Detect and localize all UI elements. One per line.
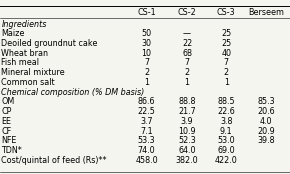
Text: Wheat bran: Wheat bran: [1, 49, 48, 58]
Text: 7: 7: [184, 58, 190, 68]
Text: 422.0: 422.0: [215, 156, 238, 165]
Text: 68: 68: [182, 49, 192, 58]
Text: 2: 2: [224, 68, 229, 77]
Text: CS-1: CS-1: [137, 8, 156, 17]
Text: 88.5: 88.5: [218, 97, 235, 106]
Text: 9.1: 9.1: [220, 127, 233, 136]
Text: 382.0: 382.0: [176, 156, 198, 165]
Text: 3.9: 3.9: [181, 117, 193, 126]
Text: 25: 25: [221, 29, 231, 38]
Text: Cost/quintal of feed (Rs)**: Cost/quintal of feed (Rs)**: [1, 156, 107, 165]
Text: Common salt: Common salt: [1, 78, 55, 87]
Text: 50: 50: [142, 29, 151, 38]
Text: 2: 2: [184, 68, 190, 77]
Text: 39.8: 39.8: [257, 136, 275, 145]
Text: 3.7: 3.7: [140, 117, 153, 126]
Text: EE: EE: [1, 117, 11, 126]
Text: Fish meal: Fish meal: [1, 58, 39, 68]
Text: 40: 40: [221, 49, 231, 58]
Text: 20.9: 20.9: [257, 127, 275, 136]
Text: 86.6: 86.6: [138, 97, 155, 106]
Text: 3.8: 3.8: [220, 117, 233, 126]
Text: 1: 1: [184, 78, 190, 87]
Text: CS-2: CS-2: [178, 8, 196, 17]
Text: 69.0: 69.0: [218, 146, 235, 155]
Text: 74.0: 74.0: [138, 146, 155, 155]
Text: CF: CF: [1, 127, 12, 136]
Text: 1: 1: [144, 78, 149, 87]
Text: CP: CP: [1, 107, 12, 116]
Text: Mineral mixture: Mineral mixture: [1, 68, 65, 77]
Text: OM: OM: [1, 97, 15, 106]
Text: Maize: Maize: [1, 29, 25, 38]
Text: 30: 30: [142, 39, 151, 48]
Text: Berseem: Berseem: [248, 8, 284, 17]
Text: Ingredients: Ingredients: [1, 19, 47, 29]
Text: 10.9: 10.9: [178, 127, 196, 136]
Text: 1: 1: [224, 78, 229, 87]
Text: 22: 22: [182, 39, 192, 48]
Text: 458.0: 458.0: [135, 156, 158, 165]
Text: 22.6: 22.6: [217, 107, 235, 116]
Text: Chemical composition (% DM basis): Chemical composition (% DM basis): [1, 88, 145, 97]
Text: 25: 25: [221, 39, 231, 48]
Text: 4.0: 4.0: [260, 117, 272, 126]
Text: Deoiled groundnut cake: Deoiled groundnut cake: [1, 39, 98, 48]
Text: 22.5: 22.5: [137, 107, 155, 116]
Text: 7.1: 7.1: [140, 127, 153, 136]
Text: NFE: NFE: [1, 136, 17, 145]
Text: TDN*: TDN*: [1, 146, 22, 155]
Text: 64.0: 64.0: [178, 146, 196, 155]
Text: 52.3: 52.3: [178, 136, 196, 145]
Text: 10: 10: [142, 49, 151, 58]
Text: 7: 7: [224, 58, 229, 68]
Text: —: —: [183, 29, 191, 38]
Text: 20.6: 20.6: [257, 107, 275, 116]
Text: 2: 2: [144, 68, 149, 77]
Text: CS-3: CS-3: [217, 8, 235, 17]
Text: 53.3: 53.3: [138, 136, 155, 145]
Text: 88.8: 88.8: [178, 97, 196, 106]
Text: 53.0: 53.0: [218, 136, 235, 145]
Text: 21.7: 21.7: [178, 107, 196, 116]
Text: 85.3: 85.3: [257, 97, 275, 106]
Text: 7: 7: [144, 58, 149, 68]
